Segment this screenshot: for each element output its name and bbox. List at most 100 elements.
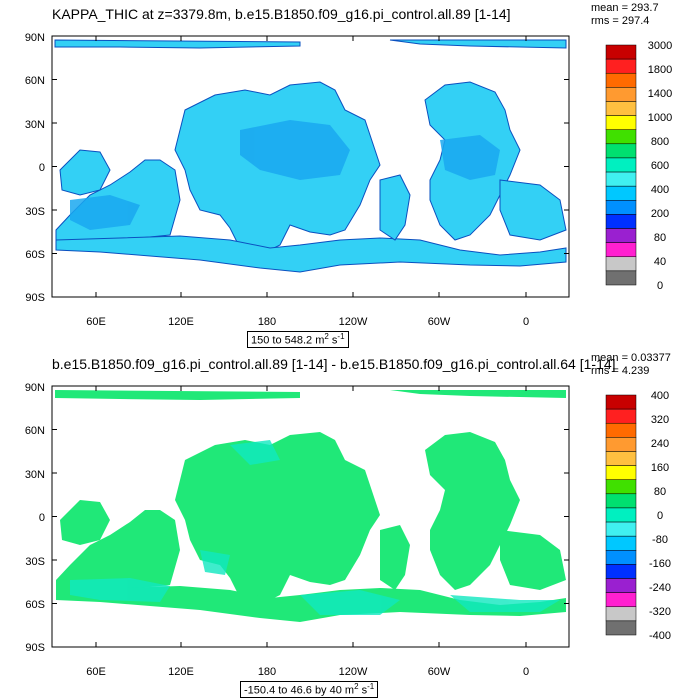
top-lon-label: 0 <box>523 316 529 328</box>
bottom-range-sup: 2 <box>354 682 359 691</box>
colorbar-swatch <box>605 58 637 74</box>
colorbar-swatch <box>605 101 637 116</box>
colorbar-swatch <box>605 550 637 565</box>
top-ocean-darker <box>70 120 500 230</box>
bottom-colorbar: 400 320 240 160 80 0 -80 -160 -240 -320 -400 <box>605 390 671 642</box>
bottom-lon-label: 120W <box>339 666 368 678</box>
top-lat-label: 60S <box>25 249 45 261</box>
colorbar-label: -400 <box>649 630 671 642</box>
colorbar-label: 1400 <box>648 88 672 100</box>
bottom-panel: b.e15.B1850.f09_g16.pi_control.all.89 [1… <box>0 350 700 700</box>
bottom-ocean-alt <box>70 440 560 615</box>
bottom-lat-axis: 90N 60N 30N 0 30S 60S 90S <box>25 382 45 654</box>
top-lat-label: 90N <box>25 32 45 44</box>
top-range-sup2: -1 <box>337 332 345 341</box>
bottom-panel-title: b.e15.B1850.f09_g16.pi_control.all.89 [1… <box>52 356 616 372</box>
colorbar-label: -240 <box>649 582 671 594</box>
colorbar-swatch <box>605 592 637 608</box>
colorbar-swatch <box>605 507 637 523</box>
colorbar-label: 400 <box>651 390 669 402</box>
colorbar-label: 1800 <box>648 64 672 76</box>
top-lat-axis: 90N 60N 30N 0 30S 60S 90S <box>25 32 45 304</box>
top-lon-label: 120E <box>168 316 194 328</box>
top-stats: mean = 293.7 rms = 297.4 <box>591 2 659 28</box>
top-lon-label: 60W <box>428 316 451 328</box>
colorbar-swatch <box>605 242 637 258</box>
bottom-lon-label: 0 <box>523 666 529 678</box>
bottom-range-text: -150.4 to 46.6 by 40 m <box>244 684 355 697</box>
bottom-range-box: -150.4 to 46.6 by 40 m2 s-1 <box>240 681 379 698</box>
bottom-range-sup2: -1 <box>367 682 375 691</box>
bottom-lat-label: 30S <box>25 556 45 568</box>
top-lat-label: 60N <box>25 75 45 87</box>
colorbar-swatch <box>605 214 637 229</box>
colorbar-swatch <box>605 451 637 466</box>
colorbar-label: 80 <box>654 232 666 244</box>
bottom-ticks <box>52 385 569 648</box>
colorbar-swatch <box>605 72 637 88</box>
top-lon-label: 60E <box>86 316 106 328</box>
colorbar-swatch <box>605 157 637 173</box>
colorbar-label: 0 <box>657 280 663 292</box>
colorbar-label: -320 <box>649 606 671 618</box>
colorbar-swatch <box>605 437 637 452</box>
top-range-sup: 2 <box>324 332 329 341</box>
colorbar-label: 200 <box>651 208 669 220</box>
colorbar-swatch <box>605 606 637 622</box>
colorbar-swatch <box>605 535 637 551</box>
colorbar-swatch <box>605 564 637 579</box>
top-lat-label: 30S <box>25 206 45 218</box>
colorbar-label: 40 <box>654 256 666 268</box>
colorbar-swatch <box>605 44 637 60</box>
colorbar-label: 400 <box>651 184 669 196</box>
top-lon-label: 180 <box>258 316 276 328</box>
colorbar-swatch <box>605 270 637 286</box>
top-panel-title: KAPPA_THIC at z=3379.8m, b.e15.B1850.f09… <box>52 6 511 22</box>
top-lat-label: 90S <box>25 292 45 304</box>
bottom-lat-label: 90N <box>25 382 45 394</box>
colorbar-swatch <box>605 87 637 102</box>
colorbar-swatch <box>605 115 637 130</box>
top-map: 90N 60N 30N 0 30S 60S 90S 60E 120E 180 1… <box>25 32 570 328</box>
bottom-map: 90N 60N 30N 0 30S 60S 90S 60E 120E 180 1… <box>25 382 570 678</box>
top-lon-axis: 60E 120E 180 120W 60W 0 <box>86 316 529 328</box>
bottom-lon-label: 180 <box>258 666 276 678</box>
bottom-lat-label: 60S <box>25 599 45 611</box>
bottom-lon-label: 120E <box>168 666 194 678</box>
colorbar-label: 3000 <box>648 40 672 52</box>
top-range-mid: s <box>328 334 338 347</box>
colorbar-swatch <box>605 171 637 187</box>
top-panel: KAPPA_THIC at z=3379.8m, b.e15.B1850.f09… <box>25 2 672 348</box>
colorbar-swatch <box>605 408 637 424</box>
bottom-stats: mean = 0.03377 rms = 4.239 <box>591 352 671 378</box>
colorbar-swatch <box>605 200 637 215</box>
colorbar-swatch <box>605 185 637 201</box>
top-lat-label: 30N <box>25 119 45 131</box>
colorbar-swatch <box>605 394 637 410</box>
bottom-lat-label: 60N <box>25 425 45 437</box>
colorbar-swatch <box>605 256 637 272</box>
colorbar-swatch <box>605 129 637 145</box>
bottom-lat-label: 90S <box>25 642 45 654</box>
top-lon-label: 120W <box>339 316 368 328</box>
colorbar-label: 80 <box>654 486 666 498</box>
colorbar-label: 320 <box>651 414 669 426</box>
colorbar-swatch <box>605 143 637 159</box>
top-mean: mean = 293.7 <box>591 2 659 14</box>
colorbar-label: 0 <box>657 510 663 522</box>
bottom-mean: mean = 0.03377 <box>591 352 671 364</box>
top-range-box: 150 to 548.2 m2 s-1 <box>247 331 349 348</box>
colorbar-swatch <box>605 620 637 636</box>
top-lat-label: 0 <box>39 162 45 174</box>
bottom-lon-axis: 60E 120E 180 120W 60W 0 <box>86 666 529 678</box>
bottom-lon-label: 60W <box>428 666 451 678</box>
colorbar-swatch <box>605 521 637 537</box>
bottom-lat-label: 30N <box>25 469 45 481</box>
top-rms: rms = 297.4 <box>591 15 650 27</box>
bottom-rms: rms = 4.239 <box>591 365 650 377</box>
top-ticks <box>52 35 569 298</box>
colorbar-swatch <box>605 465 637 480</box>
colorbar-swatch <box>605 578 637 593</box>
colorbar-swatch <box>605 422 637 438</box>
